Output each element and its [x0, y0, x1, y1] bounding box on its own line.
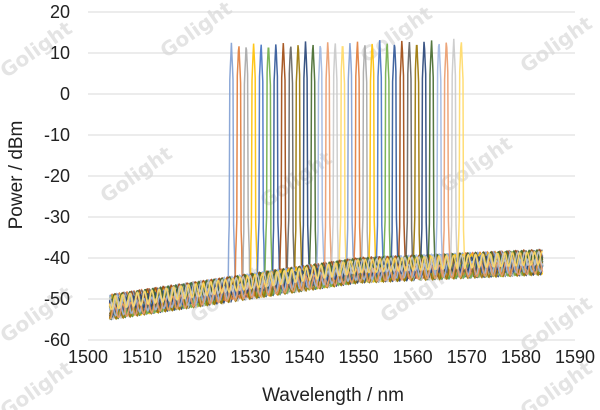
y-tick-label: 10	[50, 43, 70, 63]
series-line	[108, 42, 544, 311]
y-tick-label: -10	[44, 125, 70, 145]
y-tick-label: -40	[44, 248, 70, 268]
x-axis-title: Wavelength / nm	[262, 385, 404, 406]
x-tick-label: 1560	[393, 347, 433, 367]
x-tick-label: 1570	[447, 347, 487, 367]
y-tick-label: -50	[44, 289, 70, 309]
y-axis-title: Power / dBm	[6, 121, 27, 230]
y-tick-label: -30	[44, 207, 70, 227]
x-tick-label: 1590	[555, 347, 595, 367]
watermark-text: Golight	[516, 11, 597, 78]
x-tick-label: 1530	[230, 347, 270, 367]
x-tick-label: 1510	[122, 347, 162, 367]
y-tick-labels: 20 10 0 -10 -20 -30 -40 -50 -60	[44, 2, 70, 350]
series-line	[108, 43, 544, 317]
x-tick-label: 1540	[284, 347, 324, 367]
watermark-text: Golight	[96, 141, 177, 208]
y-tick-label: 0	[60, 84, 70, 104]
y-tick-label: -20	[44, 166, 70, 186]
series-layer	[108, 38, 544, 321]
x-tick-label: 1580	[501, 347, 541, 367]
x-tick-label: 1520	[176, 347, 216, 367]
x-tick-label: 1550	[339, 347, 379, 367]
x-tick-labels: 1500 1510 1520 1530 1540 1550 1560 1570 1580 1590	[68, 347, 595, 367]
y-tick-label: 20	[50, 2, 70, 22]
y-tick-label: -60	[44, 330, 70, 350]
x-tick-label: 1500	[68, 347, 108, 367]
watermark-text: Golight	[0, 356, 77, 410]
